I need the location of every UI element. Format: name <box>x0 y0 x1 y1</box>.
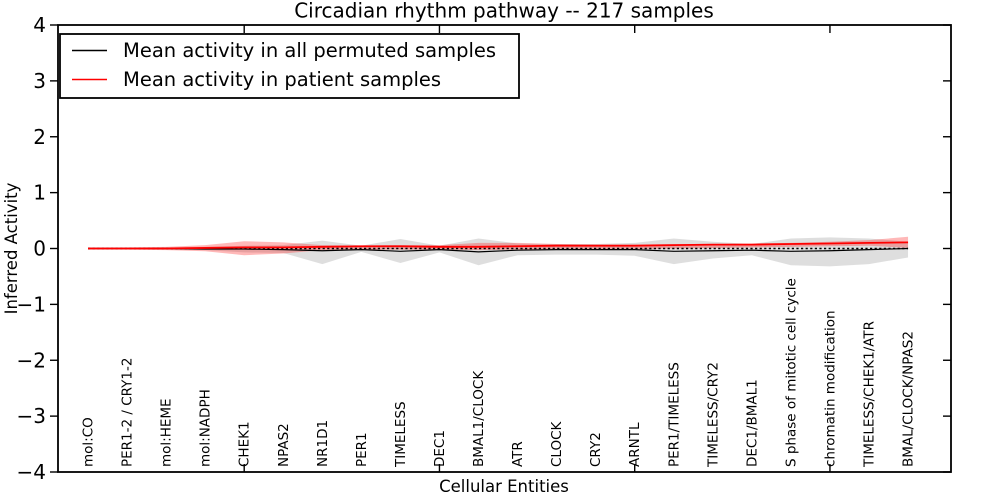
y-axis-label: Inferred Activity <box>2 182 21 314</box>
x-category-label: PER1 <box>354 432 370 467</box>
y-tick-label: −1 <box>17 292 46 316</box>
y-tick-label: 4 <box>33 13 46 37</box>
x-category-label: TIMELESS <box>393 401 409 468</box>
x-category-label: CRY2 <box>588 432 604 467</box>
y-tick-label: 0 <box>33 237 46 261</box>
x-category-label: ATR <box>510 441 526 467</box>
x-axis-label: Cellular Entities <box>439 477 569 496</box>
x-category-label: DEC1/BMAL1 <box>744 379 760 467</box>
legend-label-patient-samples: Mean activity in patient samples <box>123 68 441 91</box>
x-category-label: BMAL/CLOCK/NPAS2 <box>901 331 917 467</box>
y-tick-label: −2 <box>17 348 46 372</box>
x-category-label: NPAS2 <box>276 423 292 467</box>
x-category-label: chromatin modification <box>822 310 838 467</box>
x-category-label: PER1-2 / CRY1-2 <box>120 358 136 467</box>
x-category-label: mol:NADPH <box>198 389 214 467</box>
x-category-label: BMAL1/CLOCK <box>471 370 487 467</box>
x-category-label: NR1D1 <box>315 420 331 467</box>
y-tick-label: 1 <box>33 181 46 205</box>
x-category-label: DEC1 <box>432 430 448 467</box>
y-tick-label: 2 <box>33 125 46 149</box>
x-category-label: CLOCK <box>549 420 565 467</box>
permuted-mean-line <box>88 247 909 253</box>
legend: Mean activity in all permuted samples Me… <box>59 33 520 99</box>
x-category-label: PER1/TIMELESS <box>666 362 682 467</box>
y-tick-label: 3 <box>33 69 46 93</box>
chart-title: Circadian rhythm pathway -- 217 samples <box>294 0 714 23</box>
x-category-label: mol:CO <box>81 417 97 467</box>
legend-label-permuted-samples: Mean activity in all permuted samples <box>123 39 496 62</box>
x-category-label: TIMELESS/CRY2 <box>705 362 721 468</box>
x-category-label: ARNTL <box>627 422 643 467</box>
x-category-label: S phase of mitotic cell cycle <box>783 278 799 467</box>
legend-box <box>59 33 520 99</box>
x-category-label: CHEK1 <box>237 421 253 467</box>
y-tick-label: −3 <box>17 404 46 428</box>
y-tick-label: −4 <box>17 460 46 484</box>
x-category-label: mol:HEME <box>159 398 175 467</box>
patient-mean-line <box>88 241 909 250</box>
x-category-label: TIMELESS/CHEK1/ATR <box>862 321 878 468</box>
plot-area: 4 3 2 1 0 −1 −2 −3 −4 mol:CO PER1-2 / CRY1-2 mol:HE… <box>17 13 952 484</box>
